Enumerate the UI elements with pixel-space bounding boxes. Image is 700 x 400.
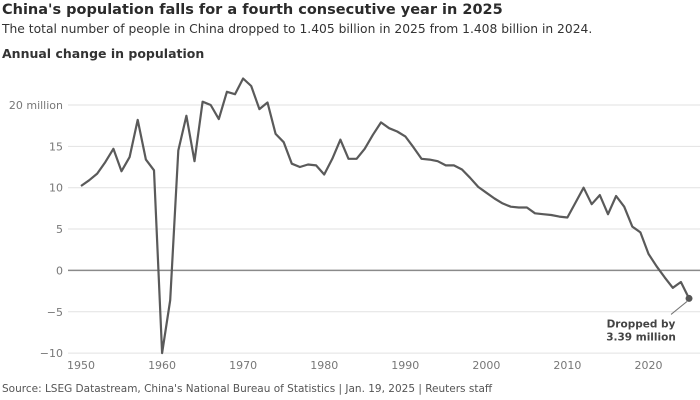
annotation-leader-line <box>670 301 688 315</box>
chart-subtitle: The total number of people in China drop… <box>2 22 593 36</box>
x-tick-label: 2010 <box>553 359 581 372</box>
y-tick-label: 20 million <box>9 99 63 112</box>
x-tick-label: 1970 <box>229 359 257 372</box>
y-tick-label: 15 <box>49 140 63 153</box>
y-tick-label: 0 <box>56 264 63 277</box>
annotation-text: 3.39 million <box>606 331 676 343</box>
y-axis-label: Annual change in population <box>2 46 205 61</box>
data-point-2025 <box>685 294 693 302</box>
y-tick-label: 10 <box>49 182 63 195</box>
x-tick-label: 2000 <box>472 359 500 372</box>
population-change-line <box>80 77 690 355</box>
x-tick-label: 1990 <box>391 359 419 372</box>
y-tick-label: −5 <box>47 306 63 319</box>
x-tick-label: 1950 <box>67 359 95 372</box>
annotation-text: Dropped by <box>607 318 676 330</box>
x-tick-label: 2020 <box>634 359 662 372</box>
source-note: Source: LSEG Datastream, China's Nationa… <box>2 383 493 395</box>
x-tick-label: 1960 <box>148 359 176 372</box>
x-tick-label: 1980 <box>310 359 338 372</box>
y-tick-label: −10 <box>40 347 63 360</box>
y-tick-label: 5 <box>56 223 63 236</box>
chart-title: China's population falls for a fourth co… <box>2 2 503 18</box>
